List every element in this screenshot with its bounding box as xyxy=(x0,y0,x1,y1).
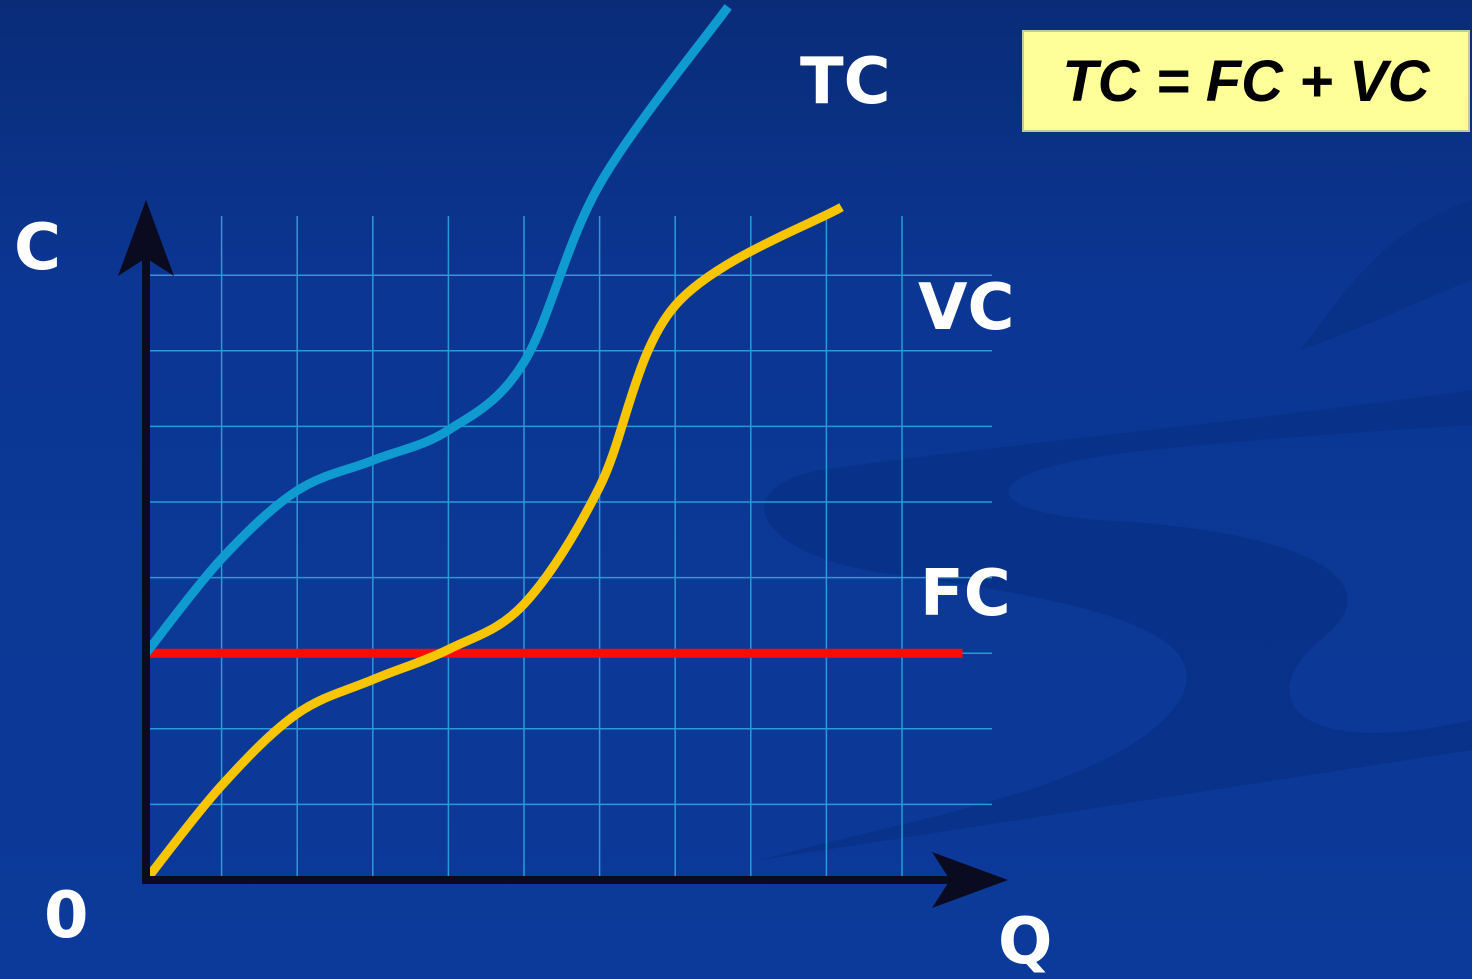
formula-text: TC = FC + VC xyxy=(1062,48,1430,114)
y-axis-arrow xyxy=(118,200,174,276)
series-line-tc xyxy=(142,4,732,657)
series-label-fc: FC xyxy=(920,557,1011,631)
series-label-vc: VC xyxy=(918,271,1015,345)
formula-box: TC = FC + VC xyxy=(1022,30,1470,132)
chart-series xyxy=(142,4,963,883)
chart-axes xyxy=(118,200,1008,908)
x-axis-label: Q xyxy=(998,905,1053,979)
series-label-tc: TC xyxy=(800,45,891,119)
background-swirl xyxy=(760,200,1472,860)
series-line-vc xyxy=(142,203,844,883)
y-axis-label: C xyxy=(14,211,61,285)
x-axis-arrow xyxy=(932,852,1008,908)
origin-label: 0 xyxy=(44,879,89,953)
